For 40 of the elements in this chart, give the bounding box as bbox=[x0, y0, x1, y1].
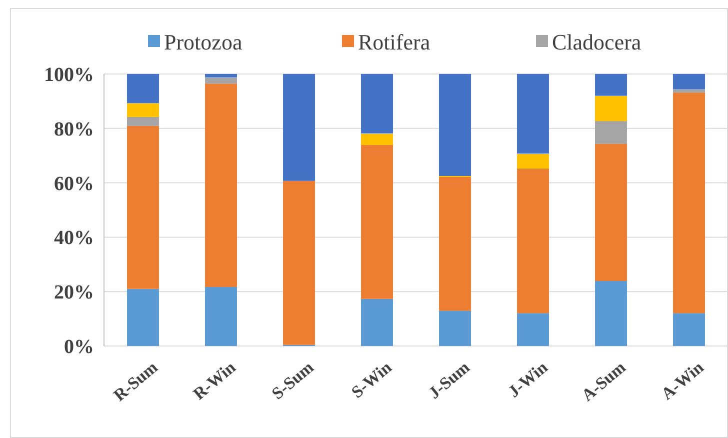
bar bbox=[673, 92, 705, 314]
bar bbox=[439, 310, 471, 346]
bar bbox=[361, 74, 393, 134]
y-tick-label: 80% bbox=[54, 118, 94, 140]
bar bbox=[439, 74, 471, 176]
bar bbox=[205, 83, 237, 287]
bar bbox=[673, 89, 705, 92]
y-tick-label: 40% bbox=[54, 227, 94, 250]
y-tick-label: 100% bbox=[44, 64, 94, 86]
bar bbox=[127, 74, 159, 104]
bar bbox=[595, 143, 627, 281]
bar bbox=[127, 103, 159, 117]
bar bbox=[673, 74, 705, 90]
bar bbox=[205, 77, 237, 84]
bar bbox=[673, 313, 705, 346]
bar bbox=[439, 176, 471, 310]
legend-label: Cladocera bbox=[552, 30, 642, 55]
bar bbox=[205, 74, 237, 78]
bar bbox=[127, 116, 159, 126]
legend-label: Rotifera bbox=[358, 30, 430, 55]
bar bbox=[517, 313, 549, 346]
bar bbox=[595, 121, 627, 144]
bar bbox=[361, 144, 393, 299]
y-tick-label: 20% bbox=[54, 282, 94, 304]
bar bbox=[127, 126, 159, 289]
bar bbox=[517, 168, 549, 314]
bar bbox=[517, 153, 549, 168]
bar bbox=[283, 74, 315, 181]
y-tick-label: 0% bbox=[64, 336, 94, 358]
y-tick-label: 60% bbox=[54, 172, 94, 195]
bar bbox=[595, 96, 627, 122]
bar bbox=[361, 298, 393, 346]
bar bbox=[205, 286, 237, 346]
bar bbox=[595, 280, 627, 346]
bar bbox=[517, 74, 549, 154]
bar bbox=[595, 74, 627, 96]
bar bbox=[127, 288, 159, 346]
bar bbox=[283, 180, 315, 345]
legend-label: Protozoa bbox=[164, 30, 242, 55]
bar bbox=[361, 133, 393, 145]
